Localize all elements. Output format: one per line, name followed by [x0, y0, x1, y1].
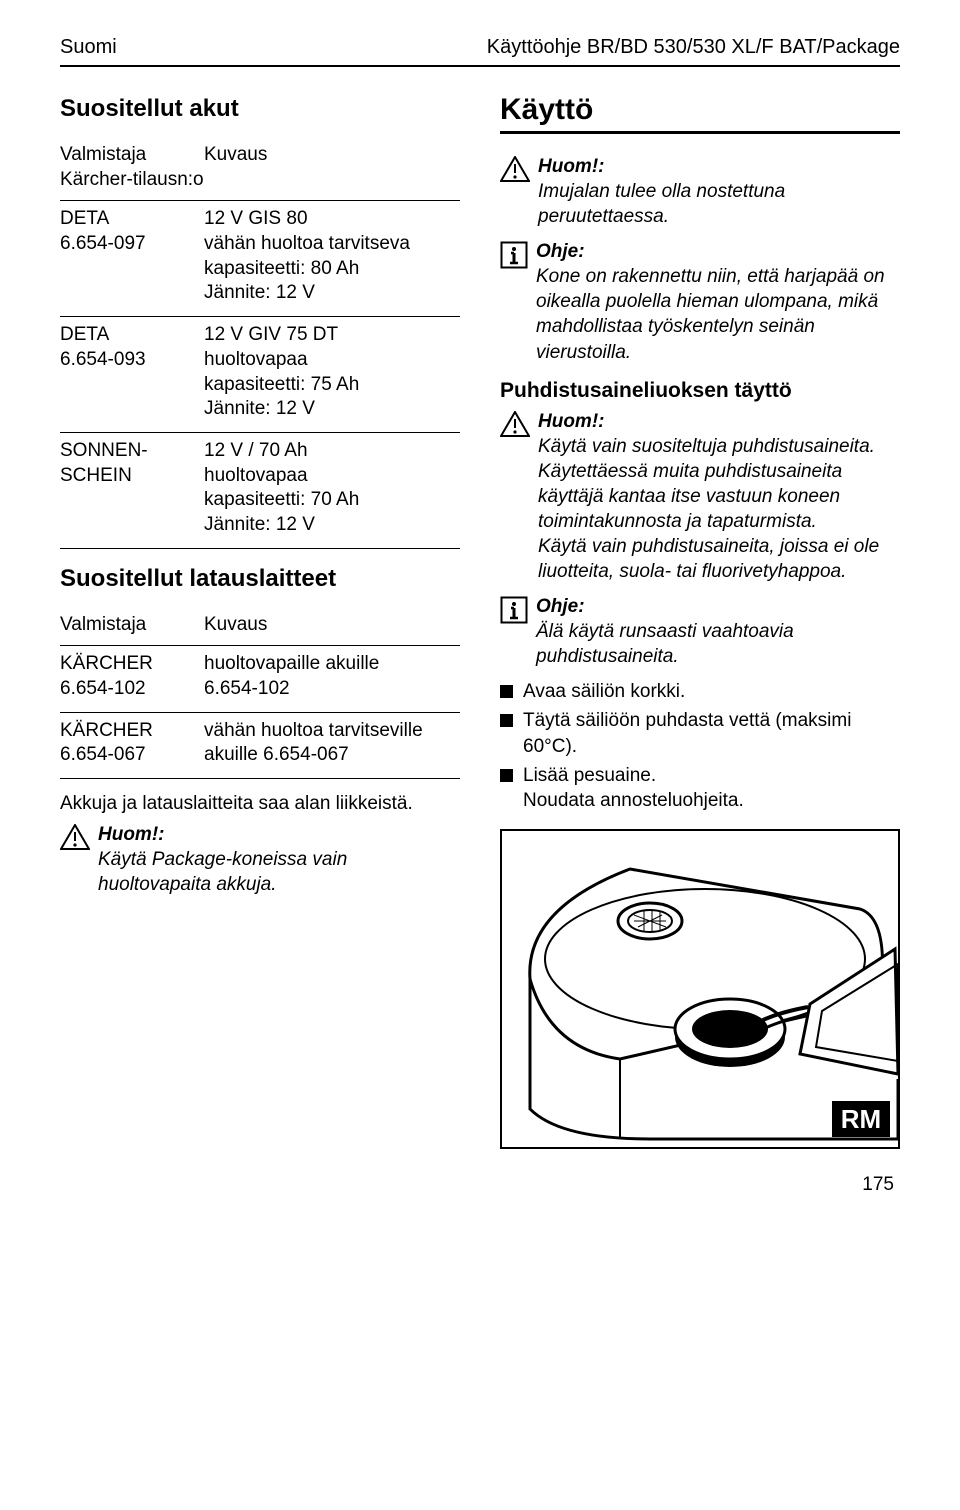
- warn1-text: Imujalan tulee olla nostettuna peruutett…: [538, 181, 785, 227]
- table2-r0-l: KÄRCHER 6.654-102: [60, 652, 204, 701]
- table-row: SONNEN-SCHEIN 12 V / 70 Ah huoltovapaa k…: [60, 433, 460, 549]
- subheading-fill-solution: Puhdistusaineliuoksen täyttö: [500, 379, 900, 403]
- info2-text: Älä käytä runsaasti vaahtoavia puhdistus…: [536, 621, 794, 667]
- warn2-label: Huom!:: [538, 411, 604, 432]
- header-left: Suomi: [60, 36, 117, 59]
- table2-r1-l: KÄRCHER 6.654-067: [60, 719, 204, 768]
- warning-icon: [60, 824, 90, 850]
- bullet-2: Lisää pesuaine. Noudata annosteluohjeita…: [523, 763, 900, 813]
- warning-icon: [500, 411, 530, 437]
- table1-r1-l: DETA 6.654-093: [60, 323, 204, 422]
- table1-r0-l: DETA 6.654-097: [60, 207, 204, 306]
- usage-title: Käyttö: [500, 93, 900, 127]
- table1-r0-r: 12 V GIS 80 vähän huoltoa tarvitseva kap…: [204, 207, 460, 306]
- info2-label: Ohje:: [536, 596, 585, 617]
- footnote-text: Akkuja ja latauslaitteita saa alan liikk…: [60, 791, 460, 816]
- info1-label: Ohje:: [536, 241, 585, 262]
- warn1-label: Huom!:: [538, 156, 604, 177]
- warn2-text: Käytä vain suositeltuja puhdistusaineita…: [538, 436, 879, 582]
- square-bullet-icon: [500, 714, 513, 727]
- info1-text: Kone on rakennettu niin, että harjapää o…: [536, 266, 885, 362]
- right-column: Käyttö Huom!: Imujalan tulee olla nostet…: [500, 91, 900, 1154]
- table2-r0-r: huoltovapaille akuille 6.654-102: [204, 652, 460, 701]
- list-item: Lisää pesuaine. Noudata annosteluohjeita…: [500, 763, 900, 813]
- title-rule: [500, 131, 900, 134]
- section-recommended-chargers: Suositellut latauslaitteet: [60, 565, 460, 593]
- list-item: Täytä säiliöön puhdasta vettä (maksimi 6…: [500, 708, 900, 758]
- table1-r2-l: SONNEN-SCHEIN: [60, 439, 204, 538]
- bullet-1: Täytä säiliöön puhdasta vettä (maksimi 6…: [523, 708, 900, 758]
- warning-icon: [500, 156, 530, 182]
- rm-label: RM: [841, 1104, 881, 1134]
- table1-head-left: Valmistaja Kärcher-tilausn:o: [60, 143, 204, 192]
- info-icon: [500, 241, 528, 269]
- warn-text: Käytä Package-koneissa vain huoltovapait…: [98, 849, 347, 895]
- fill-tank-illustration: RM: [500, 829, 900, 1149]
- table2-head-left: Valmistaja: [60, 613, 204, 638]
- battery-table: Valmistaja Kärcher-tilausn:o Kuvaus DETA…: [60, 139, 460, 549]
- table2-r1-r: vähän huoltoa tarvitseville akuille 6.65…: [204, 719, 460, 768]
- warn-label: Huom!:: [98, 824, 164, 845]
- bullet-0: Avaa säiliön korkki.: [523, 679, 900, 704]
- section-recommended-batteries: Suositellut akut: [60, 95, 460, 123]
- table2-head-right: Kuvaus: [204, 613, 460, 638]
- info-icon: [500, 596, 528, 624]
- table1-head-right: Kuvaus: [204, 143, 460, 192]
- square-bullet-icon: [500, 769, 513, 782]
- left-column: Suositellut akut Valmistaja Kärcher-tila…: [60, 91, 460, 1154]
- table1-r1-r: 12 V GIV 75 DT huoltovapaa kapasiteetti:…: [204, 323, 460, 422]
- header-rule: [60, 65, 900, 67]
- square-bullet-icon: [500, 685, 513, 698]
- page-number: 175: [60, 1174, 900, 1196]
- table1-r2-r: 12 V / 70 Ah huoltovapaa kapasiteetti: 7…: [204, 439, 460, 538]
- table-row: DETA 6.654-093 12 V GIV 75 DT huoltovapa…: [60, 317, 460, 433]
- table-row: KÄRCHER 6.654-102 huoltovapaille akuille…: [60, 646, 460, 712]
- table-row: DETA 6.654-097 12 V GIS 80 vähän huoltoa…: [60, 201, 460, 317]
- list-item: Avaa säiliön korkki.: [500, 679, 900, 704]
- table-row: KÄRCHER 6.654-067 vähän huoltoa tarvitse…: [60, 713, 460, 779]
- charger-table: Valmistaja Kuvaus KÄRCHER 6.654-102 huol…: [60, 609, 460, 779]
- header-right: Käyttöohje BR/BD 530/530 XL/F BAT/Packag…: [487, 36, 900, 59]
